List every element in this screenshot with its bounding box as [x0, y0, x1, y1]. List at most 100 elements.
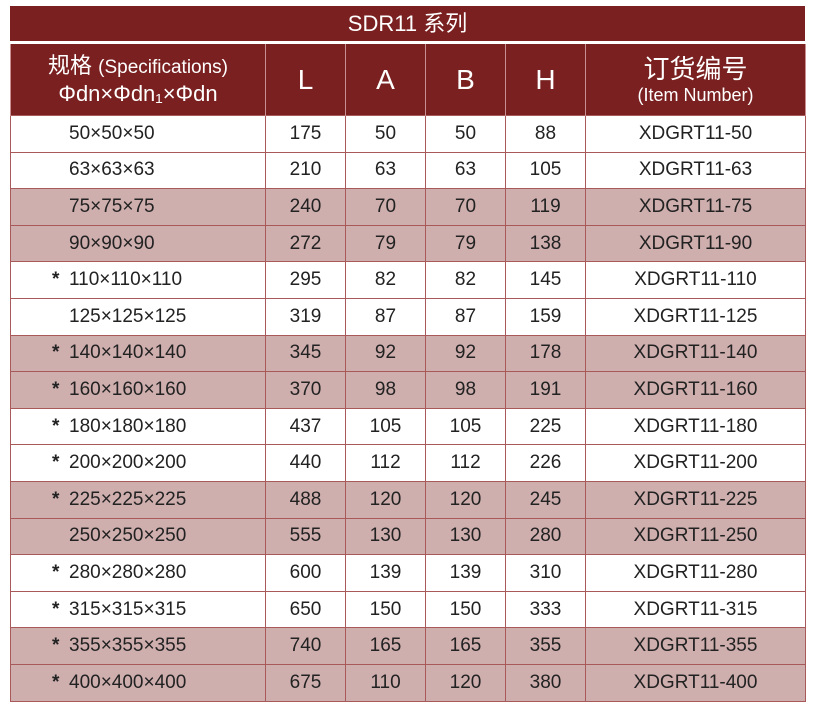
cell-item: XDGRT11-63: [585, 151, 806, 190]
header-row: 规格 (Specifications) Φdn×Φdn₁×Φdn L A B H…: [10, 44, 806, 116]
cell-a: 82: [345, 261, 426, 299]
spec-table-container: SDR11 系列 规格 (Specifications) Φdn×Φdn₁×Φd…: [10, 6, 806, 702]
cell-spec: * 355×355×355: [10, 627, 266, 665]
header-l: L: [265, 44, 346, 116]
cell-a: 130: [345, 517, 426, 556]
table-row: * 400×400×400 675 110 120 380 XDGRT11-400: [10, 663, 806, 702]
star-marker: *: [52, 671, 60, 693]
cell-spec: * 280×280×280: [10, 554, 266, 592]
cell-l: 295: [265, 261, 346, 299]
header-b: B: [425, 44, 506, 116]
cell-item: XDGRT11-140: [585, 334, 806, 373]
cell-spec: 63×63×63: [10, 151, 266, 190]
cell-item: XDGRT11-250: [585, 517, 806, 556]
cell-spec: * 110×110×110: [10, 261, 266, 299]
cell-b: 63: [425, 151, 506, 190]
table-row: 75×75×75 240 70 70 119 XDGRT11-75: [10, 188, 806, 226]
star-marker: *: [52, 342, 60, 364]
spec-text: 140×140×140: [69, 342, 187, 364]
cell-b: 50: [425, 115, 506, 153]
header-a: A: [345, 44, 426, 116]
cell-b: 120: [425, 480, 506, 519]
table-row: 50×50×50 175 50 50 88 XDGRT11-50: [10, 115, 806, 153]
cell-a: 150: [345, 590, 426, 629]
table-title: SDR11 系列: [10, 6, 805, 44]
cell-item: XDGRT11-280: [585, 554, 806, 592]
header-spec: 规格 (Specifications) Φdn×Φdn₁×Φdn: [10, 44, 266, 116]
cell-item: XDGRT11-180: [585, 407, 806, 446]
star-marker: *: [52, 598, 60, 620]
spec-text: 355×355×355: [69, 635, 187, 657]
cell-l: 600: [265, 554, 346, 592]
cell-item: XDGRT11-225: [585, 480, 806, 519]
cell-a: 87: [345, 297, 426, 336]
cell-a: 112: [345, 444, 426, 482]
cell-l: 650: [265, 590, 346, 629]
cell-a: 110: [345, 663, 426, 702]
table-row: * 180×180×180 437 105 105 225 XDGRT11-180: [10, 407, 806, 446]
cell-a: 105: [345, 407, 426, 446]
cell-h: 88: [505, 115, 586, 153]
cell-item: XDGRT11-315: [585, 590, 806, 629]
spec-text: 200×200×200: [69, 452, 187, 474]
cell-b: 165: [425, 627, 506, 665]
star-marker: *: [52, 415, 60, 437]
cell-spec: * 140×140×140: [10, 334, 266, 373]
cell-l: 345: [265, 334, 346, 373]
cell-spec: 90×90×90: [10, 224, 266, 263]
cell-h: 225: [505, 407, 586, 446]
cell-b: 120: [425, 663, 506, 702]
cell-h: 119: [505, 188, 586, 226]
cell-a: 98: [345, 371, 426, 409]
cell-h: 226: [505, 444, 586, 482]
cell-h: 380: [505, 663, 586, 702]
cell-l: 319: [265, 297, 346, 336]
star-marker: *: [52, 452, 60, 474]
cell-spec: 250×250×250: [10, 517, 266, 556]
star-marker: *: [52, 635, 60, 657]
cell-b: 130: [425, 517, 506, 556]
table-row: 90×90×90 272 79 79 138 XDGRT11-90: [10, 224, 806, 263]
cell-item: XDGRT11-355: [585, 627, 806, 665]
cell-h: 178: [505, 334, 586, 373]
cell-h: 280: [505, 517, 586, 556]
cell-a: 165: [345, 627, 426, 665]
cell-b: 87: [425, 297, 506, 336]
cell-a: 70: [345, 188, 426, 226]
cell-l: 440: [265, 444, 346, 482]
spec-text: 225×225×225: [69, 488, 187, 510]
cell-h: 159: [505, 297, 586, 336]
cell-spec: * 160×160×160: [10, 371, 266, 409]
cell-spec: * 180×180×180: [10, 407, 266, 446]
spec-text: 160×160×160: [69, 378, 187, 400]
header-item-en: (Item Number): [637, 84, 754, 105]
cell-a: 79: [345, 224, 426, 263]
table-row: 250×250×250 555 130 130 280 XDGRT11-250: [10, 517, 806, 556]
cell-h: 310: [505, 554, 586, 592]
cell-a: 50: [345, 115, 426, 153]
cell-item: XDGRT11-400: [585, 663, 806, 702]
table-row: * 160×160×160 370 98 98 191 XDGRT11-160: [10, 371, 806, 409]
table-row: 63×63×63 210 63 63 105 XDGRT11-63: [10, 151, 806, 190]
cell-b: 70: [425, 188, 506, 226]
cell-item: XDGRT11-90: [585, 224, 806, 263]
spec-table: 规格 (Specifications) Φdn×Φdn₁×Φdn L A B H…: [10, 44, 806, 702]
cell-spec: 50×50×50: [10, 115, 266, 153]
table-row: * 140×140×140 345 92 92 178 XDGRT11-140: [10, 334, 806, 373]
spec-text: 125×125×125: [69, 305, 187, 327]
cell-b: 92: [425, 334, 506, 373]
table-row: * 200×200×200 440 112 112 226 XDGRT11-200: [10, 444, 806, 482]
cell-spec: * 400×400×400: [10, 663, 266, 702]
spec-text: 400×400×400: [69, 671, 187, 693]
cell-h: 191: [505, 371, 586, 409]
cell-l: 240: [265, 188, 346, 226]
header-spec-cn: 规格: [47, 52, 92, 78]
table-row: 125×125×125 319 87 87 159 XDGRT11-125: [10, 297, 806, 336]
cell-a: 63: [345, 151, 426, 190]
spec-text: 110×110×110: [69, 269, 183, 291]
cell-h: 245: [505, 480, 586, 519]
cell-l: 675: [265, 663, 346, 702]
star-marker: *: [52, 378, 60, 400]
cell-l: 272: [265, 224, 346, 263]
spec-text: 75×75×75: [69, 195, 155, 217]
